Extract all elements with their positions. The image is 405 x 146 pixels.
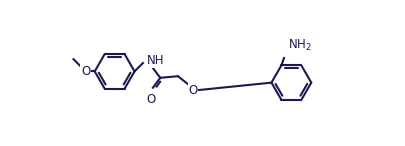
Text: NH: NH (146, 54, 164, 67)
Text: O: O (146, 93, 155, 106)
Text: O: O (188, 84, 197, 97)
Text: O: O (81, 65, 90, 78)
Text: NH$_2$: NH$_2$ (287, 37, 311, 53)
